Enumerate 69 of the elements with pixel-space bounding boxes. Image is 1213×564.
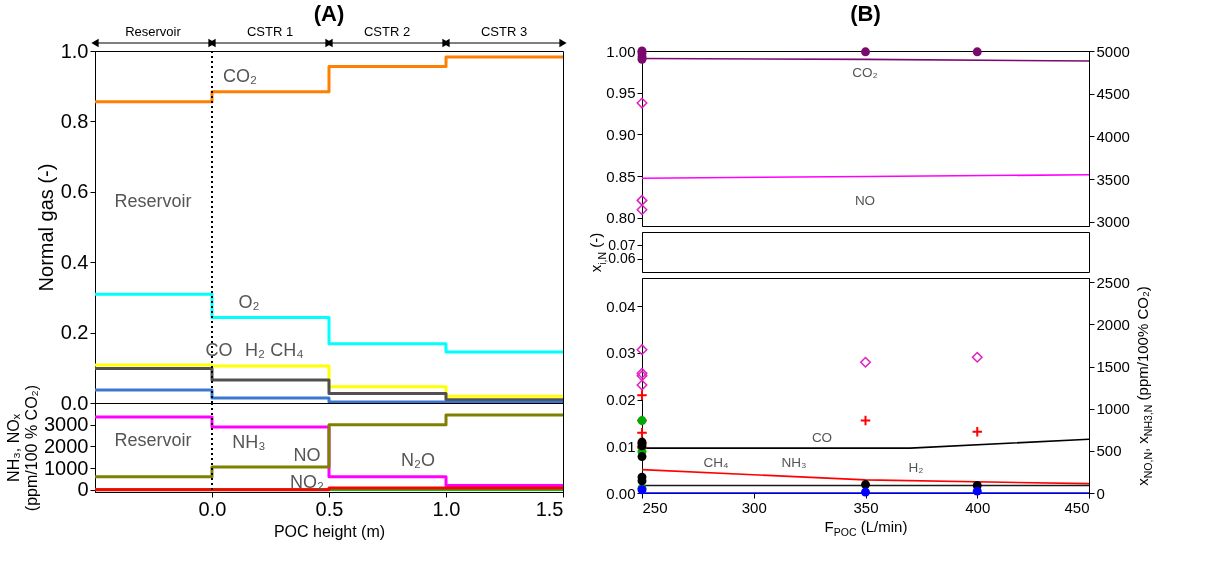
annotation: NO — [854, 193, 876, 208]
annotation: NO₂ — [290, 472, 324, 492]
y2-tick-label: 5000 — [1096, 42, 1130, 60]
y-tick-label: 0.2 — [60, 321, 89, 344]
y-tick-label: 0.04 — [606, 297, 636, 315]
x-tick-label: 0.5 — [315, 497, 344, 520]
annotation: NH₃ — [232, 432, 266, 452]
chart-title: (A) — [313, 1, 345, 26]
text: Reservoir — [125, 24, 182, 39]
annotation: CO — [811, 430, 833, 445]
annotation: Reservoir — [114, 430, 192, 450]
y2-tick-label: 2000 — [1096, 315, 1130, 333]
annotation: CH₄ — [703, 455, 729, 470]
y-tick-label: 0.4 — [60, 250, 89, 273]
annotation: O₂ — [238, 292, 260, 312]
annotation: CO — [205, 340, 233, 360]
annotation: H₂ — [908, 460, 924, 475]
x-tick-label: 0.0 — [198, 497, 227, 520]
text: CSTR 1 — [246, 24, 294, 39]
text: CSTR 2 — [363, 24, 411, 39]
annotation: CH₄ — [270, 340, 304, 360]
annotation: CO₂ — [223, 66, 257, 86]
annotation: NO — [293, 445, 321, 465]
y-tick-label: 1000 — [44, 456, 89, 479]
y-tick-label: 2000 — [44, 434, 89, 457]
y-tick-label: 0 — [77, 478, 89, 501]
y-tick-label: 1.00 — [606, 42, 636, 60]
y-tick-label: 0.0 — [60, 391, 89, 414]
y-axis-title: Normal gas (-) — [34, 163, 57, 292]
annotation: N₂O — [401, 450, 435, 470]
y-tick-label: 0.80 — [606, 209, 636, 227]
y-tick-label: 0.02 — [606, 391, 636, 409]
x-axis-title: POC height (m) — [273, 522, 386, 540]
x-tick-label: 1.0 — [432, 497, 461, 520]
y-tick-label: 0.8 — [60, 109, 89, 132]
x-tick-label: 350 — [853, 498, 879, 516]
x-tick-label: 1.5 — [535, 497, 564, 520]
text: CSTR 3 — [480, 24, 528, 39]
y-tick-label: 0.06 — [608, 250, 636, 267]
y2-tick-label: 4500 — [1096, 85, 1130, 103]
y-tick-label: 0.85 — [606, 167, 636, 185]
x-tick-label: 400 — [965, 498, 991, 516]
y-axis-title: NH₃, NOₓ (ppm/100 % CO₂) — [5, 384, 41, 512]
y-tick-label: 0.03 — [606, 344, 636, 362]
y-tick-label: 0.95 — [606, 84, 636, 102]
y2-tick-label: 3000 — [1096, 213, 1130, 231]
x-tick-label: 300 — [741, 498, 767, 516]
y2-tick-label: 1500 — [1096, 358, 1130, 376]
y-tick-label: 0.6 — [60, 180, 89, 203]
y-tick-label: 0.01 — [606, 437, 636, 455]
y-tick-label: 1.0 — [60, 39, 89, 62]
x-tick-label: 450 — [1064, 498, 1090, 516]
y2-tick-label: 0 — [1096, 484, 1105, 502]
y2-tick-label: 500 — [1096, 442, 1122, 460]
y2-tick-label: 1000 — [1096, 400, 1130, 418]
annotation: H₂ — [245, 340, 265, 360]
x-axis-title: F$_{POC}$ (L/min) — [824, 517, 908, 538]
y2-tick-label: 3500 — [1096, 170, 1130, 188]
y-tick-label: 0.90 — [606, 125, 636, 143]
y-tick-label: 3000 — [44, 413, 89, 436]
y2-tick-label: 4000 — [1096, 127, 1130, 145]
annotation: Reservoir — [114, 191, 192, 211]
y-tick-label: 0.07 — [608, 236, 636, 253]
x-tick-label: 250 — [642, 498, 668, 516]
chart-title: (B) — [850, 1, 881, 26]
annotation: NH₃ — [781, 455, 807, 470]
y2-tick-label: 2500 — [1096, 273, 1130, 291]
annotation: CO₂ — [852, 65, 878, 80]
y-tick-label: 0.00 — [606, 484, 636, 502]
